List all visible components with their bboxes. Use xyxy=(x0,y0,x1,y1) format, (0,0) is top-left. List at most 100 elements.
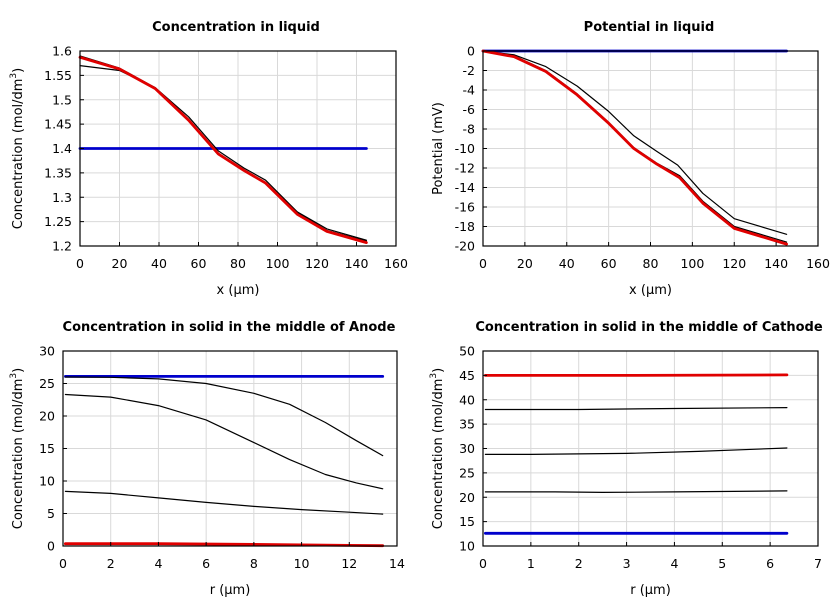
series-line xyxy=(482,50,788,235)
x-tick-label: 80 xyxy=(643,256,659,271)
x-tick-label: 12 xyxy=(341,556,357,571)
x-tick-label: 2 xyxy=(107,556,115,571)
y-axis-label: Concentration (mol/dm3) xyxy=(9,368,26,530)
y-tick-label: 25 xyxy=(39,376,55,391)
x-tick-label: 0 xyxy=(479,556,487,571)
y-tick-label: 45 xyxy=(459,368,475,383)
y-axis-label-tail: ) xyxy=(11,68,26,73)
y-tick-label: 0 xyxy=(47,539,55,554)
x-tick-label: 3 xyxy=(623,556,631,571)
x-tick-label: 7 xyxy=(814,556,822,571)
y-tick-label: 20 xyxy=(459,490,475,505)
series-line xyxy=(78,55,368,245)
y-tick-label: -16 xyxy=(455,200,475,215)
x-tick-label: 14 xyxy=(389,556,405,571)
series-line xyxy=(64,376,384,457)
chart-3: 0 1 2 3 4 5 6 7101520253035404550Concentration … xyxy=(429,320,823,598)
x-tick-label: 160 xyxy=(806,256,830,271)
x-tick-label: 20 xyxy=(517,256,533,271)
y-tick-label: -10 xyxy=(455,141,475,156)
x-tick-label: 60 xyxy=(191,256,207,271)
y-tick-label: -2 xyxy=(463,63,475,78)
x-tick-label: 120 xyxy=(305,256,329,271)
y-axis-label-main: Concentration (mol/dm xyxy=(11,79,26,230)
y-tick-label: 1.4 xyxy=(52,141,72,156)
x-tick-label: 140 xyxy=(345,256,369,271)
y-axis-label: Concentration (mol/dm3) xyxy=(429,368,446,530)
y-axis-label-main: Potential (mV) xyxy=(431,102,446,195)
x-tick-label: 40 xyxy=(559,256,575,271)
x-tick-label: 100 xyxy=(266,256,290,271)
x-tick-label: 6 xyxy=(202,556,210,571)
y-tick-label: 0 xyxy=(467,44,475,59)
x-axis-label: x (µm) xyxy=(217,283,260,298)
y-tick-label: 20 xyxy=(39,409,55,424)
y-tick-label: 1.55 xyxy=(44,68,72,83)
chart-title: Concentration in solid in the middle of … xyxy=(63,320,396,335)
x-tick-label: 20 xyxy=(112,256,128,271)
chart-title: Concentration in liquid xyxy=(152,20,320,35)
y-tick-label: 1.3 xyxy=(52,190,72,205)
x-tick-label: 6 xyxy=(766,556,774,571)
y-tick-label: -8 xyxy=(463,122,476,137)
y-tick-label: 10 xyxy=(39,474,55,489)
y-axis-label-tail: ) xyxy=(431,368,446,373)
y-tick-label: 30 xyxy=(459,441,475,456)
chart-0: 0 20 40 60 80 100 120 140 160 1.2 1.25 1.3 1.35 1.4 1.… xyxy=(9,20,408,298)
chart-2: 0 2 4 6 8 10 12 14 0 5 10 15 20 25 30 Concentration in … xyxy=(9,320,405,598)
y-tick-label: 35 xyxy=(459,417,475,432)
y-tick-label: 1.45 xyxy=(44,117,72,132)
x-tick-label: 2 xyxy=(575,556,583,571)
y-tick-label: 25 xyxy=(459,465,475,480)
series-line xyxy=(484,490,788,493)
y-tick-label: 15 xyxy=(459,514,475,529)
x-tick-label: 1 xyxy=(527,556,535,571)
series-line xyxy=(484,447,788,455)
x-tick-label: 60 xyxy=(601,256,617,271)
x-tick-label: 0 xyxy=(59,556,67,571)
x-tick-label: 160 xyxy=(384,256,408,271)
series-line xyxy=(79,64,367,241)
series-line xyxy=(483,373,789,377)
x-tick-label: 100 xyxy=(680,256,704,271)
x-tick-label: 80 xyxy=(230,256,246,271)
y-tick-label: 1.5 xyxy=(52,92,72,107)
y-axis-label-superscript: 3 xyxy=(9,73,19,79)
y-axis-label-main: Concentration (mol/dm xyxy=(11,379,26,530)
x-tick-label: 8 xyxy=(250,556,258,571)
x-tick-label: 10 xyxy=(294,556,310,571)
x-tick-label: 0 xyxy=(479,256,487,271)
series-line xyxy=(481,49,788,246)
x-tick-label: 0 xyxy=(76,256,84,271)
y-tick-label: 10 xyxy=(459,539,475,554)
y-tick-label: 15 xyxy=(39,441,55,456)
y-tick-label: -14 xyxy=(455,180,475,195)
y-tick-label: 30 xyxy=(39,344,55,359)
y-axis-label-superscript: 3 xyxy=(9,373,19,379)
y-tick-label: 1.25 xyxy=(44,214,72,229)
x-axis-label: x (µm) xyxy=(629,283,672,298)
y-axis-label-main: Concentration (mol/dm xyxy=(431,379,446,530)
y-tick-label: 40 xyxy=(459,392,475,407)
x-tick-label: 4 xyxy=(670,556,678,571)
y-tick-label: 50 xyxy=(459,344,475,359)
x-tick-label: 40 xyxy=(151,256,167,271)
y-tick-label: 1.2 xyxy=(52,239,72,254)
x-tick-label: 140 xyxy=(764,256,788,271)
y-tick-label: -6 xyxy=(463,102,476,117)
y-tick-label: 1.35 xyxy=(44,165,72,180)
y-tick-label: 1.6 xyxy=(52,44,72,59)
series-line xyxy=(64,490,384,515)
series-line xyxy=(64,393,384,490)
x-tick-label: 5 xyxy=(718,556,726,571)
series-line xyxy=(484,407,788,411)
x-tick-label: 4 xyxy=(154,556,162,571)
chart-title: Potential in liquid xyxy=(584,20,715,35)
y-tick-label: -20 xyxy=(455,239,475,254)
series-line xyxy=(482,50,788,243)
x-axis-label: r (µm) xyxy=(630,583,671,598)
y-axis-label-tail: ) xyxy=(11,368,26,373)
y-tick-label: -12 xyxy=(455,161,475,176)
y-axis-label-superscript: 3 xyxy=(429,373,439,379)
